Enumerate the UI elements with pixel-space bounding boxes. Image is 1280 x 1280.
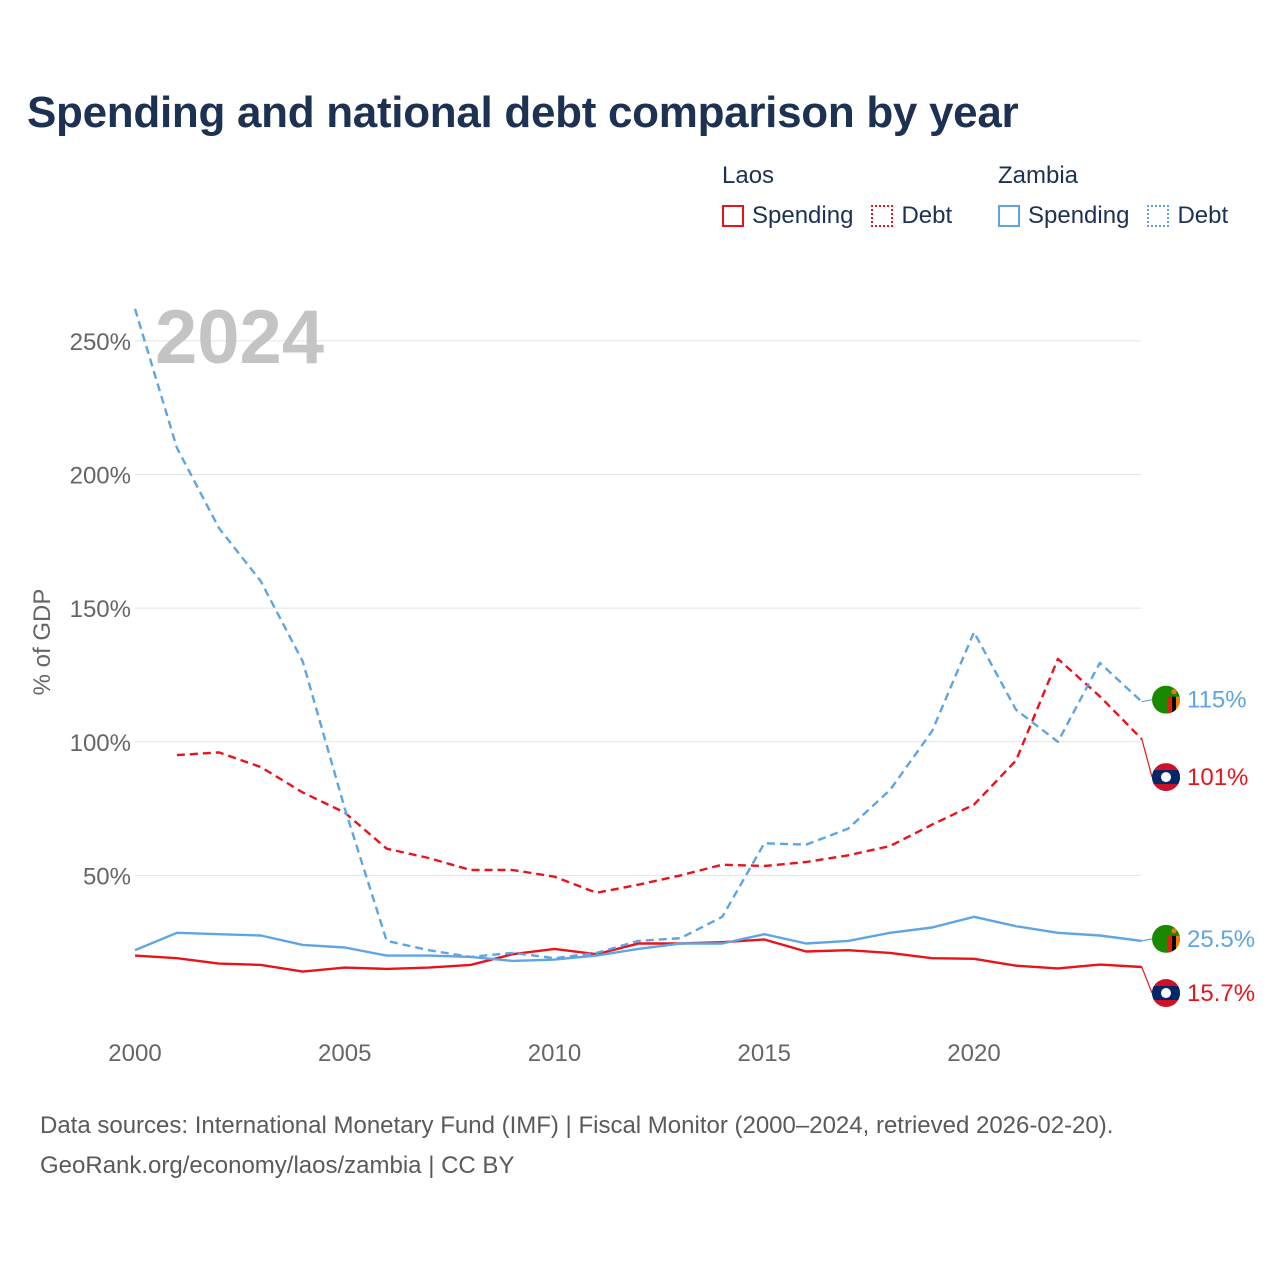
y-tick-label: 200% [70,463,131,490]
series-line-laos-debt [176,657,1143,894]
end-value-label: 25.5% [1187,926,1255,953]
legend-group-zambia: Zambia Spending Debt [998,162,1228,230]
end-labels: 15.7% 101% 25.5% 115% [1141,685,1255,1008]
footer: Data sources: International Monetary Fun… [40,1106,1113,1186]
series-layer [133,308,1143,973]
y-tick-label: 150% [70,596,131,623]
legend-item-label: Spending [1028,202,1130,229]
page-title: Spending and national debt comparison by… [27,88,1019,137]
legend-group-label: Zambia [998,162,1079,189]
y-tick-label: 250% [70,329,131,356]
legend-item-label: Debt [1177,202,1229,229]
x-axis: 2000 2005 2010 2015 2020 [108,1040,1000,1067]
x-tick-label: 2005 [318,1040,371,1067]
end-value-label: 101% [1187,764,1248,791]
legend-group-label: Laos [722,162,775,189]
legend-item-label: Spending [752,202,854,229]
y-axis-label: % of GDP [29,589,56,696]
label-connector [1141,699,1153,703]
label-connector [1141,938,1153,942]
dotted-swatch-icon [871,205,894,227]
y-tick-label: 50% [83,863,131,890]
legend-item-zambia-spending[interactable]: Spending [998,202,1129,230]
legend-item-laos-debt[interactable]: Debt [871,202,952,230]
x-tick-label: 2015 [738,1040,791,1067]
x-tick-label: 2010 [528,1040,581,1067]
series-line-zambia-spending [134,915,1142,963]
credit-link[interactable]: GeoRank.org/economy/laos/zambia | CC BY [40,1152,515,1179]
laos-flag-icon [1152,763,1180,792]
legend-item-label: Debt [901,202,953,229]
label-connector [1141,738,1153,778]
y-tick-label: 100% [70,730,131,757]
series-line-zambia-debt [133,308,1143,960]
end-value-label: 15.7% [1187,980,1255,1007]
year-watermark: 2024 [155,295,324,380]
end-value-label: 115% [1187,687,1247,714]
solid-swatch-icon [998,205,1020,227]
laos-flag-icon [1152,979,1180,1008]
x-tick-label: 2020 [947,1040,1000,1067]
dotted-swatch-icon [1147,205,1170,227]
legend-item-laos-spending[interactable]: Spending [722,202,853,230]
legend-item-zambia-debt[interactable]: Debt [1147,202,1228,230]
zambia-flag-icon [1152,685,1180,714]
label-connector [1141,966,1153,994]
y-axis: 50% 100% 150% 200% 250% [70,329,131,890]
series-line-laos-spending [134,938,1142,973]
grid [135,340,1141,876]
source-note: Data sources: International Monetary Fun… [40,1112,1114,1139]
zambia-flag-icon [1152,924,1180,953]
chart-area: 2024 % of GDP 50%100%150%200%250% 2000 20… [29,295,1255,1067]
solid-swatch-icon [722,205,744,227]
legend-group-laos: Laos Spending Debt [722,162,952,230]
x-tick-label: 2000 [108,1040,161,1067]
